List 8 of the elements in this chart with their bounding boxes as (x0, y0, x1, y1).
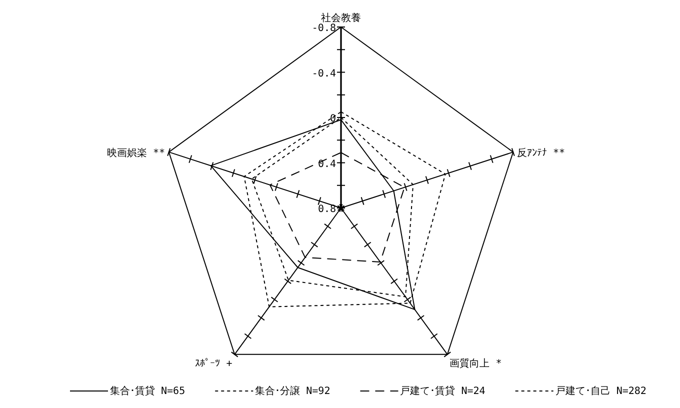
legend-label: 戸建て･自己 N=282 (555, 385, 646, 397)
legend-label: 戸建て･賃貸 N=24 (400, 385, 486, 397)
y-tick-label: 0.4 (318, 158, 336, 170)
y-tick-label: -0.4 (312, 68, 336, 80)
legend-label: 集合･分譲 N=92 (255, 385, 330, 397)
legend-label: 集合･賃貸 N=65 (110, 385, 186, 397)
y-tick-label: 0 (330, 114, 336, 124)
y-tick-label: -0.8 (312, 23, 336, 34)
